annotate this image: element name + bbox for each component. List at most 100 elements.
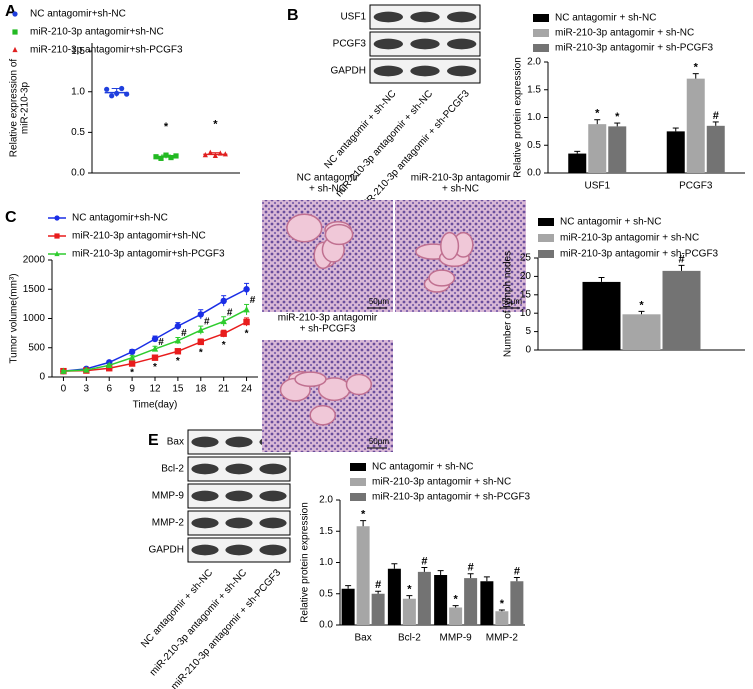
blot-row-label: USF1	[340, 12, 366, 23]
data-point	[106, 365, 113, 372]
legend-swatch	[538, 250, 554, 258]
data-point	[106, 361, 113, 368]
legend-swatch	[350, 478, 366, 486]
y-tick-label: 0	[525, 345, 531, 356]
x-tick-label: 0	[61, 384, 67, 395]
legend-label: miR-210-3p antagomir + sh-PCGF3	[560, 249, 719, 260]
y-tick-label: 0	[39, 372, 45, 383]
legend-label: miR-210-3p antagomir+sh-NC	[72, 231, 206, 242]
legend-label: miR-210-3p antagomir+sh-PCGF3	[30, 45, 183, 56]
significance-mark: #	[227, 307, 233, 318]
bar	[341, 588, 355, 625]
data-point	[243, 286, 250, 293]
blot-row-label: PCGF3	[333, 39, 367, 50]
y-tick-label: 500	[28, 342, 45, 353]
y-tick-label: 1.5	[319, 526, 333, 537]
legend-label: miR-210-3p antagomir+sh-PCGF3	[72, 249, 225, 260]
bar	[371, 593, 385, 625]
bar	[495, 611, 509, 625]
legend-marker	[12, 46, 18, 53]
x-tick-label: 6	[106, 384, 112, 395]
image-caption: NC antagomir	[297, 173, 359, 184]
data-point	[174, 337, 182, 344]
bar	[588, 124, 607, 173]
bar	[662, 270, 701, 350]
bar	[510, 581, 524, 625]
legend-swatch	[533, 29, 549, 37]
legend-marker	[12, 11, 18, 17]
scale-bar-label: 50μm	[369, 437, 390, 446]
y-tick-label: 1.0	[527, 112, 541, 123]
blot-row-label: Bax	[167, 437, 184, 448]
legend-marker	[54, 215, 60, 221]
data-point	[174, 348, 182, 355]
significance-mark: #	[468, 562, 474, 574]
blot-row-label: MMP-2	[152, 518, 185, 529]
significance-mark: #	[421, 555, 427, 567]
data-point	[151, 345, 159, 352]
y-tick-label: 20	[520, 271, 532, 282]
y-tick-label: 1.0	[319, 557, 333, 568]
blot-band	[447, 65, 477, 77]
blot-row-label: GAPDH	[148, 545, 184, 556]
x-tick-label: 21	[218, 384, 230, 395]
y-tick-label: 1500	[23, 284, 46, 295]
bar	[480, 581, 494, 625]
y-tick-label: 0.0	[319, 620, 333, 631]
blot-row-label: Bcl-2	[161, 464, 184, 475]
significance-mark: *	[500, 598, 505, 610]
bar	[666, 131, 685, 173]
bar	[417, 571, 431, 625]
histology-structure	[428, 269, 456, 287]
scale-bar-label: 50μm	[369, 297, 390, 306]
blot-band	[191, 517, 219, 529]
data-point	[243, 306, 250, 313]
x-tick-label: 12	[149, 384, 161, 395]
blot-band	[225, 490, 253, 502]
data-point	[124, 91, 130, 97]
blot-band	[225, 436, 253, 448]
blot-band	[447, 38, 477, 50]
data-point	[119, 85, 125, 92]
blot-band	[259, 490, 287, 502]
significance-mark: #	[158, 337, 164, 348]
x-tick-label: 18	[195, 384, 207, 395]
image-caption: + sh-PCGF3	[300, 324, 356, 335]
significance-mark: *	[407, 584, 412, 596]
y-tick-label: 2.0	[319, 495, 333, 506]
significance-mark: *	[245, 329, 249, 340]
legend-swatch	[538, 234, 554, 242]
legend-swatch	[533, 14, 549, 22]
x-axis-label: Time(day)	[133, 400, 178, 411]
bar	[464, 578, 478, 625]
blot-band	[191, 490, 219, 502]
image-caption: + sh-NC	[309, 184, 346, 195]
data-point	[168, 154, 174, 161]
y-tick-label: 2.0	[527, 57, 541, 68]
panel-label: E	[148, 432, 159, 449]
legend-label: miR-210-3p antagomir + sh-NC	[372, 477, 511, 488]
legend-label: miR-210-3p antagomir + sh-NC	[560, 233, 699, 244]
y-tick-label: 15	[520, 289, 532, 300]
blot-band	[410, 65, 440, 77]
data-point	[174, 322, 182, 330]
blot-lane-label: NC antagomir + sh-NC	[322, 88, 398, 171]
blot-band	[191, 544, 219, 556]
y-tick-label: 1.5	[527, 84, 541, 95]
y-tick-label: 1.5	[71, 46, 85, 57]
x-tick-label: 9	[129, 384, 135, 395]
blot-band	[191, 463, 219, 475]
significance-mark: #	[375, 579, 381, 591]
legend-marker	[54, 250, 60, 257]
significance-mark: #	[181, 328, 187, 339]
bar	[608, 126, 627, 173]
x-tick-label: Bax	[355, 633, 372, 644]
y-tick-label: 1.0	[71, 86, 85, 97]
bar	[622, 314, 661, 350]
data-point	[197, 311, 204, 318]
blot-band	[225, 544, 253, 556]
blot-row-label: MMP-9	[152, 491, 185, 502]
y-axis-label: miR-210-3p	[20, 81, 31, 134]
significance-mark: *	[164, 121, 169, 133]
